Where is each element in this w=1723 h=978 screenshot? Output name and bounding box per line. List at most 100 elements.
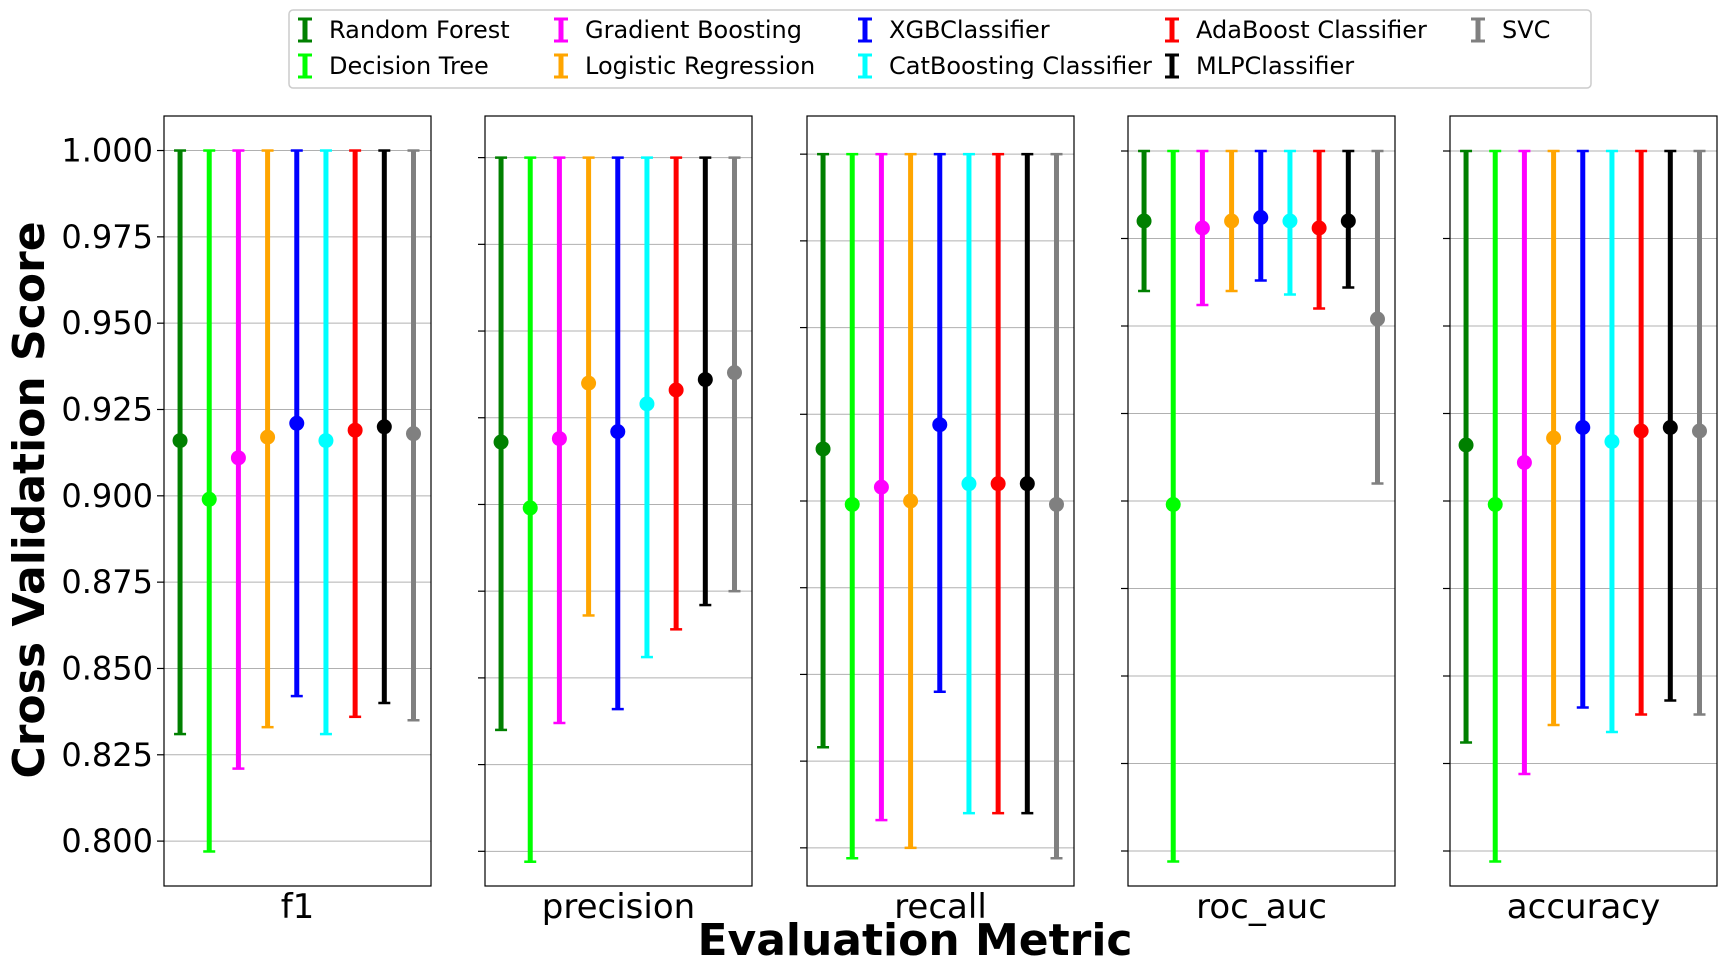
- errorbar-point: [405, 149, 421, 722]
- mean-point: [318, 433, 334, 449]
- mean-point: [201, 491, 217, 507]
- mean-point: [903, 493, 919, 509]
- errorbar-point: [1311, 149, 1327, 310]
- y-tick-label: 0.975: [61, 218, 153, 256]
- mean-point: [815, 441, 831, 457]
- errorbar-point: [522, 156, 538, 863]
- x-tick-label: precision: [542, 887, 695, 927]
- x-tick-label: accuracy: [1507, 887, 1660, 927]
- y-tick-label: 0.825: [61, 736, 153, 774]
- legend-label: Decision Tree: [329, 52, 489, 80]
- errorbar-point: [230, 149, 246, 770]
- errorbar-point: [493, 156, 509, 732]
- mean-point: [726, 365, 742, 381]
- errorbar-point: [844, 152, 860, 860]
- legend-frame: [288, 9, 1592, 89]
- mean-point: [1340, 213, 1356, 229]
- mean-point: [230, 450, 246, 466]
- legend-entry: AdaBoost Classifier: [1165, 16, 1427, 44]
- mean-point: [1633, 423, 1649, 439]
- panel-precision: precision: [478, 115, 753, 927]
- mean-point: [1194, 220, 1210, 236]
- mean-point: [493, 434, 509, 450]
- errorbar-point: [815, 152, 831, 749]
- errorbar-point: [376, 149, 392, 705]
- legend-entry: MLPClassifier: [1165, 52, 1354, 80]
- panel-f1: 0.800 0.825 0.850 0.875 0.900 0.925 0.950 0.975…: [61, 115, 432, 927]
- x-axis-title: Evaluation Metric: [697, 915, 1132, 966]
- mean-point: [1604, 434, 1620, 449]
- legend-entry: Logistic Regression: [554, 52, 815, 80]
- mean-point: [522, 500, 538, 516]
- mean-point: [1253, 210, 1269, 225]
- panel-recall: recall: [800, 115, 1075, 927]
- mean-point: [1369, 311, 1385, 327]
- errorbar-point: [639, 156, 655, 659]
- errorbar-point: [1369, 149, 1385, 485]
- errorbar-point: [581, 156, 597, 617]
- errorbar-point: [551, 156, 567, 725]
- errorbar-point: [903, 152, 919, 850]
- mean-point: [1516, 455, 1532, 470]
- errorbar-point: [1194, 149, 1210, 307]
- y-axis-title: Cross Validation Score: [4, 221, 55, 778]
- mean-point: [551, 431, 567, 447]
- errorbar-point: [1458, 149, 1474, 744]
- errorbar-point: [1546, 149, 1562, 727]
- y-tick-label: 0.900: [61, 477, 153, 515]
- mean-point: [873, 479, 889, 495]
- mean-point: [1662, 420, 1678, 435]
- y-tick-label: 0.950: [61, 304, 153, 342]
- errorbar-point: [289, 149, 305, 698]
- legend-entry: Gradient Boosting: [554, 16, 802, 44]
- mean-point: [1282, 213, 1298, 229]
- errorbar-point: [1048, 152, 1064, 860]
- x-tick-label: f1: [281, 887, 315, 927]
- mean-point: [1311, 220, 1327, 236]
- panel-frame: [484, 115, 753, 887]
- mean-point: [1487, 497, 1503, 512]
- legend-entry: XGBClassifier: [858, 16, 1050, 44]
- mean-point: [844, 496, 860, 512]
- legend-entry: SVC: [1471, 16, 1550, 44]
- mean-point: [932, 417, 948, 433]
- errorbar-point: [1633, 149, 1649, 716]
- axis-labels: Evaluation Metric Cross Validation Score: [4, 221, 1133, 966]
- x-tick-label: roc_auc: [1196, 887, 1327, 927]
- panel-frame: [806, 115, 1075, 887]
- mean-point: [610, 424, 626, 440]
- errorbar-point: [1165, 149, 1181, 863]
- legend-label: Logistic Regression: [585, 52, 815, 80]
- panel-accuracy: accuracy: [1443, 115, 1718, 927]
- mean-point: [990, 476, 1006, 492]
- mean-point: [1019, 476, 1035, 492]
- legend-entry: Decision Tree: [298, 52, 489, 80]
- y-tick-label: 0.800: [61, 822, 153, 860]
- chart-panels: 0.800 0.825 0.850 0.875 0.900 0.925 0.950 0.975…: [61, 115, 1718, 927]
- errorbar-point: [1487, 149, 1503, 863]
- errorbar-point: [668, 156, 684, 631]
- y-tick-label: 0.850: [61, 649, 153, 687]
- mean-point: [961, 476, 977, 492]
- errorbar-point: [201, 149, 217, 853]
- errorbar-point: [1604, 149, 1620, 734]
- errorbar-point: [697, 156, 713, 607]
- errorbar-point: [610, 156, 626, 711]
- errorbar-point: [1516, 149, 1532, 776]
- mean-point: [1546, 430, 1562, 446]
- legend-label: SVC: [1502, 16, 1550, 44]
- x-tick-label: recall: [894, 887, 987, 927]
- mean-point: [639, 396, 655, 412]
- mean-point: [289, 415, 305, 431]
- errorbar-point: [318, 149, 334, 736]
- mean-point: [1458, 437, 1474, 453]
- errorbar-point: [1691, 149, 1707, 716]
- mean-point: [1691, 423, 1707, 439]
- panel-frame: [163, 115, 432, 887]
- mean-point: [668, 382, 684, 398]
- y-tick-label: 0.925: [61, 390, 153, 428]
- errorbar-point: [172, 149, 188, 736]
- mean-point: [347, 422, 363, 438]
- mean-point: [1575, 420, 1591, 435]
